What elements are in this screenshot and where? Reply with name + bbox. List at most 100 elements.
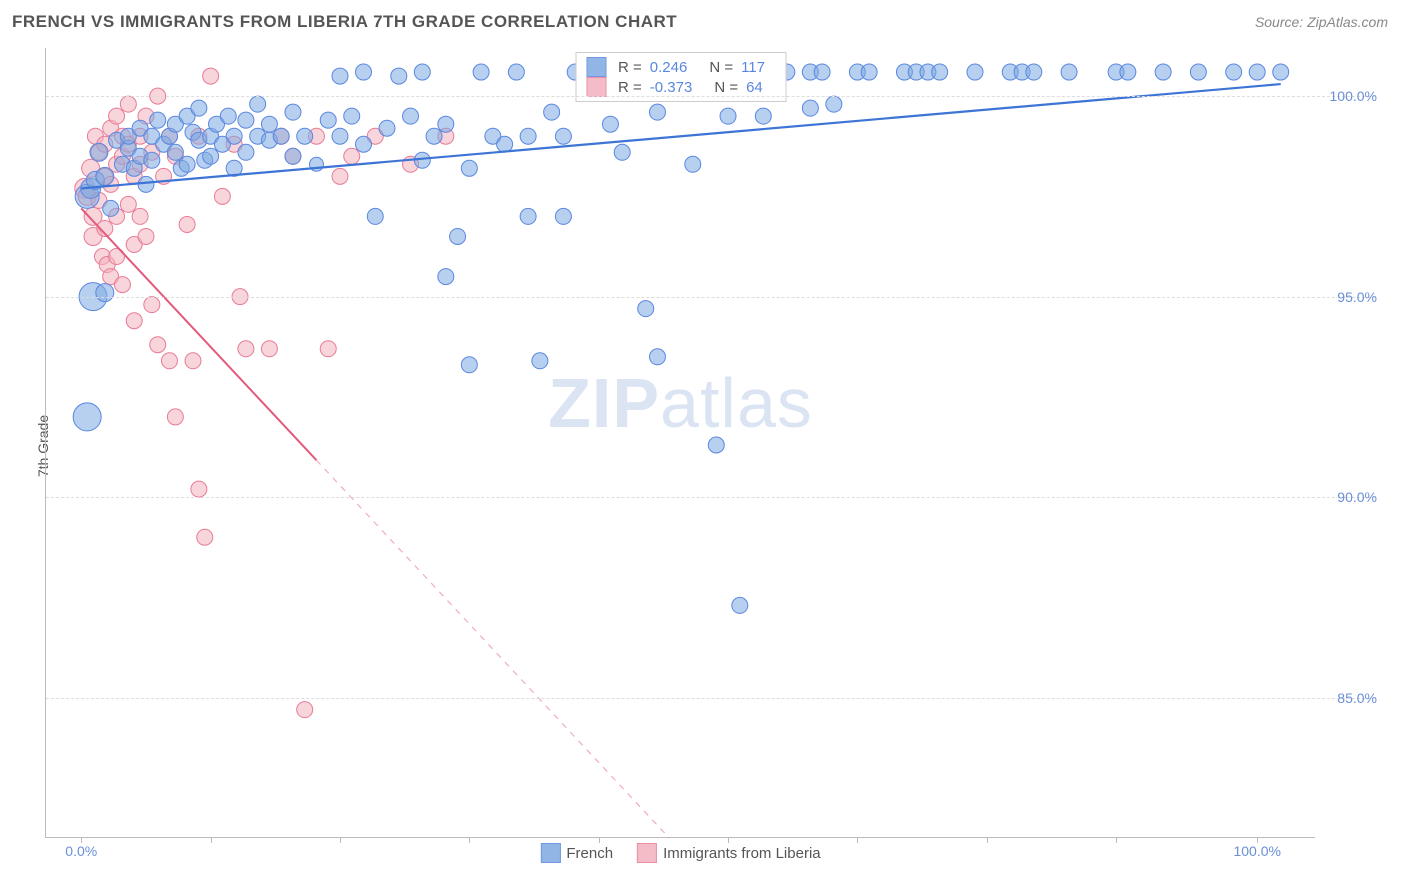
scatter-point-french [1226,64,1242,80]
scatter-point-french [461,160,477,176]
scatter-point-french [426,128,442,144]
scatter-point-french [191,100,207,116]
scatter-point-french [755,108,771,124]
xtick [599,837,600,843]
scatter-point-french [438,116,454,132]
scatter-point-french [297,128,313,144]
scatter-point-french [250,96,266,112]
plot-area-wrap: ZIPatlas R = 0.246 N = 117 R = -0.373 N … [45,48,1385,838]
source-name: ZipAtlas.com [1307,14,1388,30]
chart-title: FRENCH VS IMMIGRANTS FROM LIBERIA 7TH GR… [12,12,677,32]
gridline [46,297,1375,298]
r-label: R = [618,59,642,76]
scatter-point-french [356,136,372,152]
scatter-point-french [732,597,748,613]
scatter-point-french [438,269,454,285]
gridline [46,96,1375,97]
scatter-point-french [320,112,336,128]
scatter-point-liberia [261,341,277,357]
scatter-point-french [967,64,983,80]
scatter-point-french [1026,64,1042,80]
n-label: N = [714,79,738,96]
scatter-point-liberia [197,529,213,545]
n-value-liberia: 64 [746,79,763,96]
scatter-point-liberia [191,481,207,497]
gridline [46,698,1375,699]
scatter-point-french [555,128,571,144]
swatch-liberia [637,843,657,863]
scatter-point-liberia [114,277,130,293]
scatter-point-french [1273,64,1289,80]
scatter-point-french [649,104,665,120]
regression-line [81,208,316,460]
scatter-point-french [379,120,395,136]
scatter-point-liberia [144,297,160,313]
scatter-point-french [73,403,101,431]
scatter-point-french [802,100,818,116]
scatter-point-french [1155,64,1171,80]
scatter-point-french [90,143,108,161]
legend-item-french: French [540,843,613,863]
scatter-point-french [203,148,219,164]
legend-label-french: French [566,845,613,862]
xtick [857,837,858,843]
swatch-liberia [586,77,606,97]
xtick [469,837,470,843]
scatter-point-french [708,437,724,453]
scatter-point-french [461,357,477,373]
r-label: R = [618,79,642,96]
scatter-point-french [649,349,665,365]
scatter-point-french [367,208,383,224]
swatch-french [586,57,606,77]
scatter-point-french [602,116,618,132]
scatter-point-french [450,228,466,244]
scatter-point-french [555,208,571,224]
scatter-point-french [391,68,407,84]
scatter-point-liberia [179,216,195,232]
source-attribution: Source: ZipAtlas.com [1255,14,1388,30]
ytick-label: 95.0% [1337,289,1377,305]
scatter-point-liberia [161,353,177,369]
scatter-point-french [638,301,654,317]
scatter-point-french [238,112,254,128]
scatter-point-french [814,64,830,80]
ytick-label: 100.0% [1330,88,1377,104]
scatter-point-liberia [203,68,219,84]
scatter-point-french [273,128,289,144]
scatter-point-french [220,108,236,124]
scatter-point-french [285,148,301,164]
scatter-point-liberia [109,108,125,124]
scatter-point-french [1190,64,1206,80]
scatter-point-french [150,112,166,128]
xtick-label: 100.0% [1233,843,1280,859]
scatter-point-french [685,156,701,172]
correlation-row-liberia: R = -0.373 N = 64 [586,77,775,97]
series-legend: French Immigrants from Liberia [540,843,820,863]
scatter-point-french [226,128,242,144]
scatter-point-liberia [297,702,313,718]
xtick [728,837,729,843]
xtick [987,837,988,843]
scatter-point-french [403,108,419,124]
scatter-point-french [532,353,548,369]
legend-item-liberia: Immigrants from Liberia [637,843,821,863]
r-value-french: 0.246 [650,59,688,76]
scatter-point-liberia [150,337,166,353]
plot-area: ZIPatlas R = 0.246 N = 117 R = -0.373 N … [45,48,1315,838]
ytick-label: 90.0% [1337,489,1377,505]
scatter-point-french [179,156,195,172]
n-value-french: 117 [741,59,765,76]
scatter-point-french [261,116,277,132]
r-value-liberia: -0.373 [650,79,693,96]
n-label: N = [709,59,733,76]
xtick [340,837,341,843]
scatter-point-liberia [120,96,136,112]
scatter-point-french [96,167,114,185]
scatter-point-french [138,176,154,192]
gridline [46,497,1375,498]
scatter-point-french [520,128,536,144]
scatter-point-liberia [238,341,254,357]
scatter-point-french [1120,64,1136,80]
scatter-point-liberia [138,228,154,244]
scatter-point-french [520,208,536,224]
